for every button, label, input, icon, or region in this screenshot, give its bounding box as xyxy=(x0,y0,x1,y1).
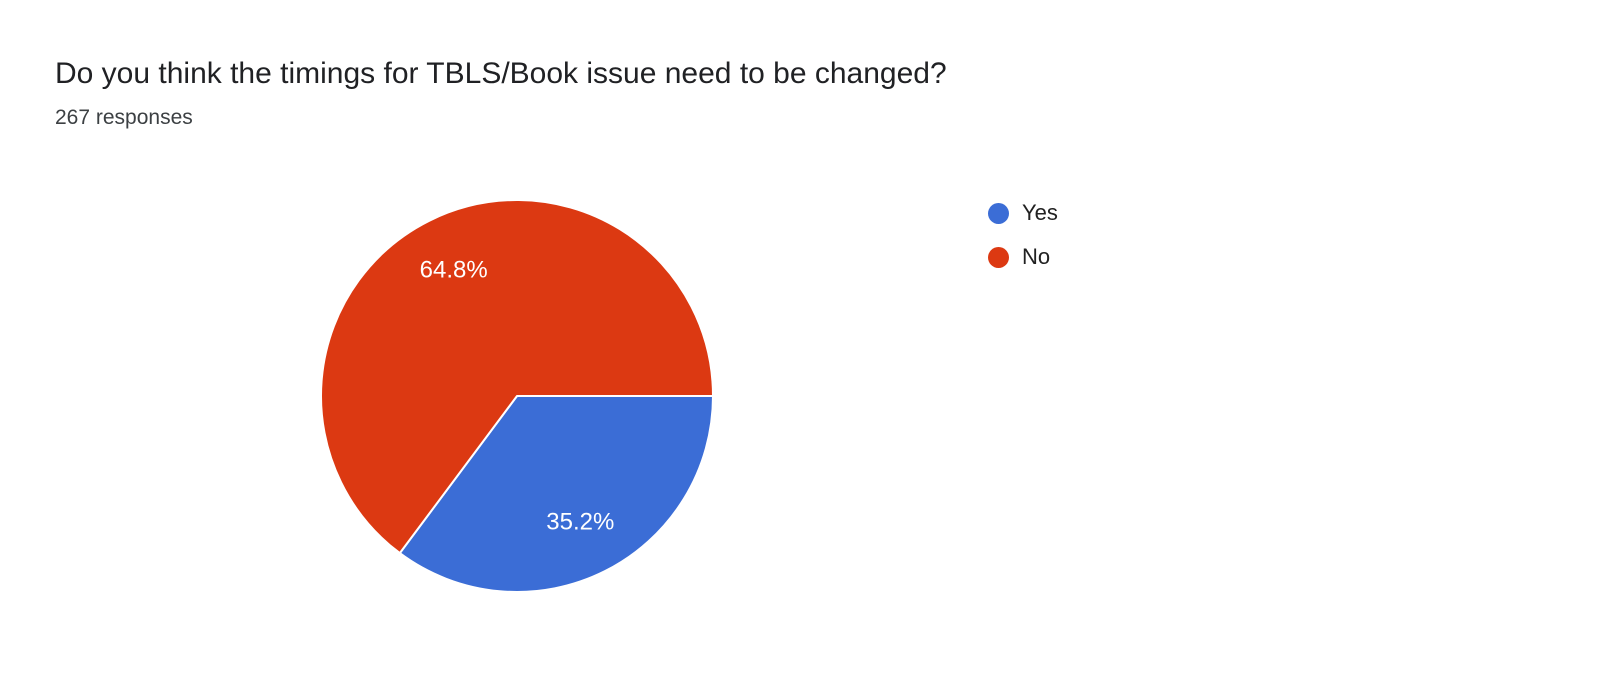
slice-label-no: 64.8% xyxy=(420,256,488,283)
legend-item-no: No xyxy=(988,244,1058,270)
pie-slice-no[interactable] xyxy=(320,199,714,555)
slice-label-yes: 35.2% xyxy=(546,509,614,536)
responses-count: 267 responses xyxy=(55,106,193,129)
legend-label: No xyxy=(1022,244,1051,269)
pie-chart: 35.2% 64.8% xyxy=(320,199,714,594)
pie-slice-yes[interactable] xyxy=(398,395,714,594)
legend-swatch-icon xyxy=(988,246,1009,268)
legend-label: Yes xyxy=(1022,200,1058,225)
question-title: Do you think the timings for TBLS/Book i… xyxy=(55,57,947,90)
legend-swatch-icon xyxy=(988,202,1009,224)
legend-item-yes: Yes xyxy=(988,200,1058,226)
legend: Yes No xyxy=(988,200,1058,288)
